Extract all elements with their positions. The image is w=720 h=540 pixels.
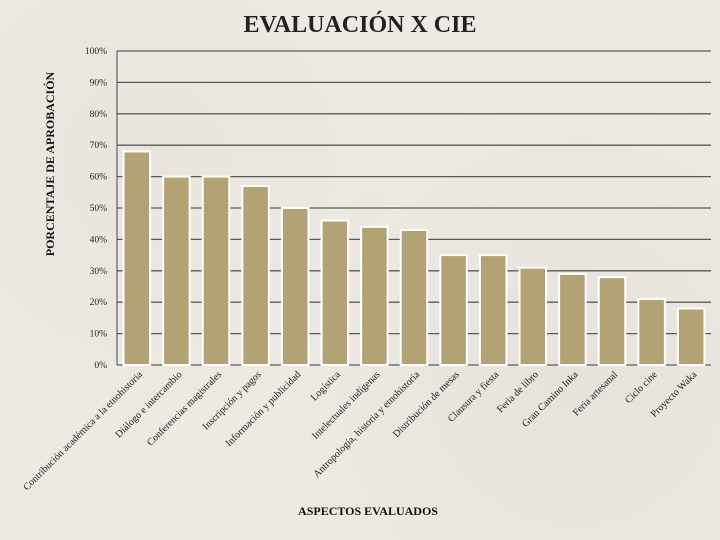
bar [162,175,191,366]
category-label: Logística [309,369,343,403]
bar [201,175,231,366]
category-label: Información y publicidad [224,369,304,449]
y-tick-label: 80% [90,110,108,120]
bar [597,276,627,366]
bar [399,228,429,366]
bar [439,254,468,367]
bars [122,150,706,367]
y-tick-label: 70% [90,141,108,151]
y-tick-labels: 0% 10% 20% 30% 40% 50% 60% 70% 80% 90% 100% [85,47,107,371]
category-label: Intelectuales indígenas [310,369,382,441]
bar [122,150,152,366]
category-labels: Contribución académica a la etnohistoria… [21,369,699,493]
category-label: Diálogo e intercambio [114,369,185,440]
y-tick-label: 40% [90,235,108,245]
bar [360,225,389,366]
chart-title: EVALUACIÓN X CIE [244,11,477,38]
y-tick-label: 90% [90,78,108,88]
y-axis-title: PORCENTAJE DE APROBACIÓN [43,71,57,256]
bar [676,307,706,367]
bar [518,266,548,366]
bar [241,185,270,366]
category-label: Ciclo cine [623,369,660,406]
y-tick-label: 100% [85,47,107,57]
bar [478,254,508,367]
bar [320,219,350,366]
bar [558,272,587,366]
y-tick-label: 60% [90,173,108,183]
bar [637,298,666,366]
y-tick-label: 50% [90,204,108,214]
y-tick-label: 10% [90,330,108,340]
y-tick-label: 0% [94,361,107,371]
category-label: Conferencias magistrales [145,369,224,448]
bar [280,207,310,366]
y-tick-label: 20% [90,298,108,308]
y-tick-label: 30% [90,267,108,277]
x-axis-title: ASPECTOS EVALUADOS [298,504,438,518]
category-label: Distribución de mesas [391,369,462,440]
